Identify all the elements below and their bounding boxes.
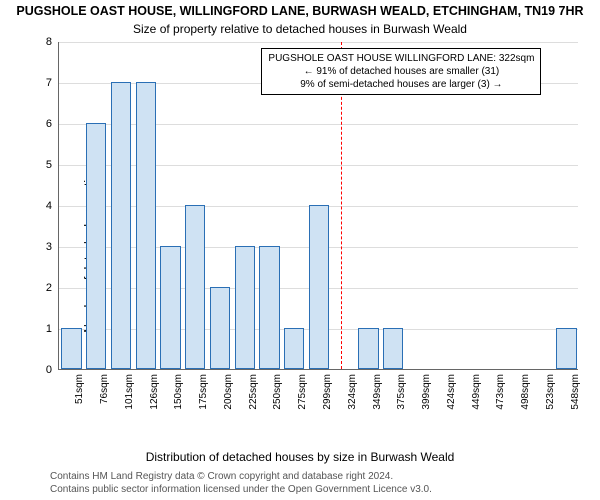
xtick-label: 175sqm [198, 374, 209, 434]
x-axis-label: Distribution of detached houses by size … [0, 450, 600, 464]
xtick-label: 375sqm [396, 374, 407, 434]
xtick-label: 523sqm [545, 374, 556, 434]
ytick-label: 1 [32, 323, 52, 335]
bar [61, 328, 81, 369]
ytick-label: 8 [32, 36, 52, 48]
ytick-label: 6 [32, 118, 52, 130]
xtick-label: 200sqm [223, 374, 234, 434]
bar [111, 82, 131, 369]
bar [136, 82, 156, 369]
bar [160, 246, 180, 369]
ytick-label: 3 [32, 241, 52, 253]
xtick-label: 225sqm [248, 374, 259, 434]
bar [309, 205, 329, 369]
xtick-label: 275sqm [297, 374, 308, 434]
annotation-line: ← 91% of detached houses are smaller (31… [268, 65, 534, 78]
ytick-label: 0 [32, 364, 52, 376]
bar [358, 328, 378, 369]
ytick-label: 4 [32, 200, 52, 212]
xtick-label: 101sqm [124, 374, 135, 434]
xtick-label: 424sqm [446, 374, 457, 434]
bar [185, 205, 205, 369]
bar [259, 246, 279, 369]
gridline [59, 42, 578, 43]
footer-attribution: Contains HM Land Registry data © Crown c… [50, 471, 590, 496]
xtick-label: 349sqm [372, 374, 383, 434]
xtick-label: 399sqm [421, 374, 432, 434]
annotation-line: PUGSHOLE OAST HOUSE WILLINGFORD LANE: 32… [268, 52, 534, 65]
xtick-label: 51sqm [74, 374, 85, 434]
bar [235, 246, 255, 369]
annotation-box: PUGSHOLE OAST HOUSE WILLINGFORD LANE: 32… [261, 48, 541, 95]
annotation-line: 9% of semi-detached houses are larger (3… [268, 78, 534, 91]
bar [284, 328, 304, 369]
bar [556, 328, 576, 369]
ytick-label: 7 [32, 77, 52, 89]
xtick-label: 76sqm [99, 374, 110, 434]
bar [86, 123, 106, 369]
chart-supertitle: PUGSHOLE OAST HOUSE, WILLINGFORD LANE, B… [0, 4, 600, 18]
xtick-label: 449sqm [471, 374, 482, 434]
footer-line-2: Contains public sector information licen… [50, 484, 590, 497]
xtick-label: 548sqm [570, 374, 581, 434]
xtick-label: 250sqm [272, 374, 283, 434]
ytick-label: 2 [32, 282, 52, 294]
xtick-label: 498sqm [520, 374, 531, 434]
chart-title: Size of property relative to detached ho… [0, 22, 600, 36]
chart-container: PUGSHOLE OAST HOUSE, WILLINGFORD LANE, B… [0, 0, 600, 500]
ytick-label: 5 [32, 159, 52, 171]
xtick-label: 150sqm [173, 374, 184, 434]
xtick-label: 126sqm [149, 374, 160, 434]
footer-line-1: Contains HM Land Registry data © Crown c… [50, 471, 590, 484]
plot-area: 01234567851sqm76sqm101sqm126sqm150sqm175… [58, 42, 578, 370]
xtick-label: 473sqm [495, 374, 506, 434]
bar [383, 328, 403, 369]
bar [210, 287, 230, 369]
xtick-label: 324sqm [347, 374, 358, 434]
xtick-label: 299sqm [322, 374, 333, 434]
